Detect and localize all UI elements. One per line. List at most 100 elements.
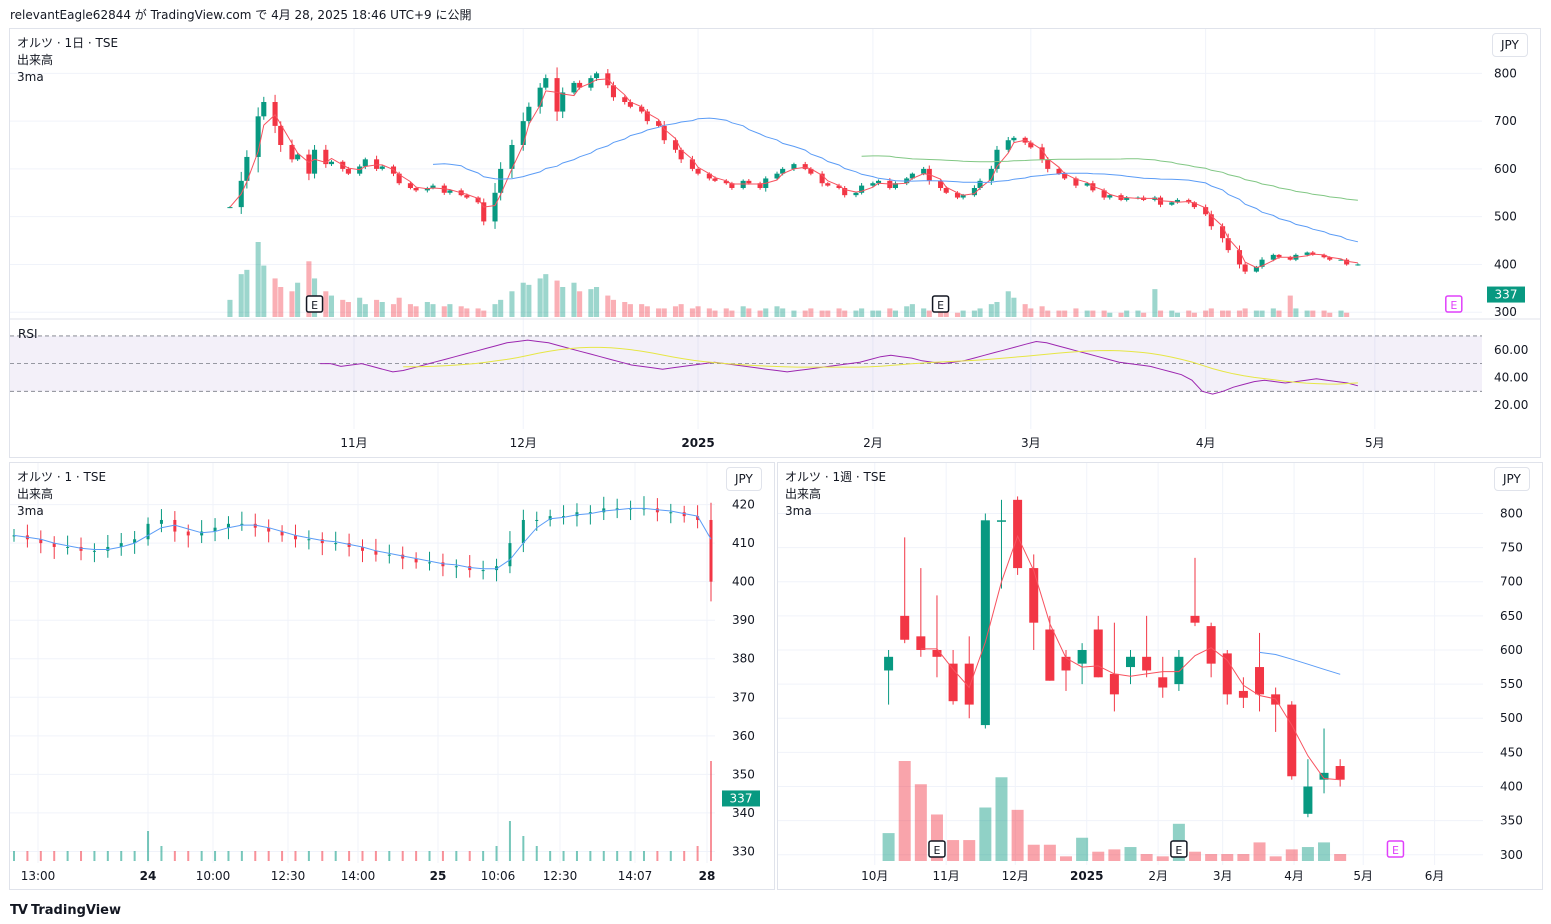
tradingview-footer[interactable]: TV TradingView (10, 903, 121, 918)
intraday-candle-body (602, 508, 606, 513)
weekly-candle-body (1013, 499, 1023, 569)
intraday-legend-title[interactable]: オルツ · 1 · TSE (17, 470, 107, 484)
weekly-legend-volume[interactable]: 出来高 (785, 487, 822, 501)
intraday-chart-panel[interactable]: オルツ · 1 · TSE 出来高 3ma JPY 330 340 350 360 37… (9, 462, 775, 890)
daily-candle-body (1005, 140, 1011, 150)
intraday-candle-body (642, 508, 646, 510)
daily-candle-body (672, 140, 679, 150)
daily-legend-ma[interactable]: 3ma (17, 70, 44, 84)
intraday-candle-body (119, 543, 123, 547)
intraday-volume-bar (173, 851, 176, 861)
daily-volume-bar (1344, 312, 1350, 317)
daily-candle-body (571, 82, 577, 93)
weekly-candle-body (1255, 667, 1265, 695)
daily-ma25-line (432, 117, 1359, 243)
weekly-time-tick: 12月 (1002, 869, 1029, 883)
weekly-candle-body (1093, 629, 1103, 678)
daily-candle-body (1355, 264, 1361, 266)
weekly-candle-body (1045, 629, 1055, 681)
intraday-candle-body (709, 519, 713, 582)
daily-earnings-marker (305, 295, 324, 313)
daily-candle-body (712, 178, 718, 181)
daily-volume-bar (836, 308, 842, 317)
daily-volume-bar (689, 308, 695, 317)
daily-last-price-badge (1487, 286, 1525, 303)
daily-currency-button[interactable]: JPY (1492, 33, 1528, 57)
weekly-earnings-marker (928, 840, 946, 858)
daily-volume-bar (774, 306, 780, 317)
weekly-candle-body (1287, 704, 1297, 777)
weekly-legend-title[interactable]: オルツ · 1週 · TSE (785, 470, 887, 484)
intraday-candle-body (401, 554, 405, 559)
daily-volume-bar (390, 304, 397, 317)
daily-volume-bar (464, 308, 470, 317)
weekly-candle-body (1029, 568, 1039, 623)
daily-chart-panel[interactable]: オルツ · 1日 · TSE 出来高 3ma JPY RSI 300 400 500 6… (9, 28, 1541, 458)
weekly-chart-svg[interactable]: 300 350 400 450 500 550 600 650 700 750 800 10月 11月 1… (778, 463, 1542, 889)
weekly-volume-bar (1043, 844, 1056, 861)
weekly-volume-bar (947, 840, 960, 861)
daily-earnings-marker-label: E (311, 299, 318, 312)
daily-candle-body (1011, 137, 1017, 141)
daily-volume-bar (656, 308, 662, 317)
intraday-candle-body (66, 546, 70, 548)
daily-candle-body (909, 173, 915, 179)
daily-volume-bar (255, 242, 261, 317)
daily-legend-volume[interactable]: 出来高 (17, 53, 54, 67)
intraday-volume-bar (13, 851, 15, 861)
intraday-time-tick: 12:30 (543, 869, 578, 883)
intraday-volume-bar (602, 851, 605, 861)
intraday-volume-bar (683, 851, 686, 861)
intraday-volume-bar (495, 846, 498, 861)
weekly-volume-bar (1285, 849, 1298, 861)
intraday-currency-button[interactable]: JPY (726, 467, 762, 491)
daily-candle-body (526, 106, 532, 122)
daily-candle-body (509, 145, 515, 169)
weekly-legend-ma[interactable]: 3ma (785, 504, 812, 518)
intraday-candle-body (441, 562, 445, 567)
daily-candle-body (1338, 259, 1344, 261)
intraday-candle-body (495, 566, 499, 571)
intraday-volume-bar (348, 851, 351, 861)
intraday-volume-bar (160, 846, 163, 861)
daily-volume-bar (588, 289, 594, 317)
intraday-candle-body (575, 512, 579, 517)
daily-rsi-tick: 60.00 (1494, 343, 1528, 357)
intraday-legend-volume[interactable]: 出来高 (17, 487, 54, 501)
daily-volume-bar (712, 310, 718, 317)
weekly-currency-button[interactable]: JPY (1494, 467, 1530, 491)
intraday-volume-bar (26, 851, 29, 861)
daily-candle-body (1039, 147, 1045, 160)
daily-volume-bar (960, 310, 966, 317)
intraday-volume-bar (468, 851, 471, 861)
daily-chart-svg[interactable]: RSI 300 400 500 600 700 800 20.00 40.00 60.00 11月 1… (10, 29, 1540, 457)
intraday-candle-body (521, 519, 525, 544)
weekly-candle-body (1174, 656, 1184, 685)
intraday-legend-ma[interactable]: 3ma (17, 504, 44, 518)
daily-candle-body (306, 154, 312, 174)
daily-volume-bar (362, 304, 368, 317)
intraday-time-tick: 28 (699, 869, 716, 883)
daily-candle-body (1259, 259, 1265, 267)
daily-candle-body (1253, 266, 1259, 272)
daily-legend-title[interactable]: オルツ · 1日 · TSE (17, 36, 119, 50)
weekly-volume-bar (979, 807, 992, 861)
intraday-chart-svg[interactable]: 330 340 350 360 370 380 390 400 410 420 13:00 24 10:… (10, 463, 774, 889)
daily-time-tick: 11月 (340, 436, 367, 450)
daily-candle-body (413, 188, 419, 191)
daily-volume-bar (644, 306, 650, 317)
daily-volume-bar (1039, 306, 1045, 317)
daily-volume-bar (323, 291, 329, 317)
weekly-chart-panel[interactable]: オルツ · 1週 · TSE 出来高 3ma JPY 300 350 400 450 5… (777, 462, 1543, 890)
intraday-price-tick: 360 (732, 729, 755, 743)
intraday-volume-bar (106, 851, 109, 861)
intraday-volume-bar (388, 851, 391, 861)
daily-candle-body (244, 156, 250, 181)
intraday-candle-body (92, 550, 96, 552)
daily-rsi-line (320, 339, 1359, 395)
intraday-candle-body (173, 519, 177, 532)
intraday-candle-body (320, 539, 324, 544)
daily-volume-bar (842, 310, 848, 317)
intraday-volume-bar (53, 851, 56, 861)
daily-volume-bar (560, 287, 566, 317)
